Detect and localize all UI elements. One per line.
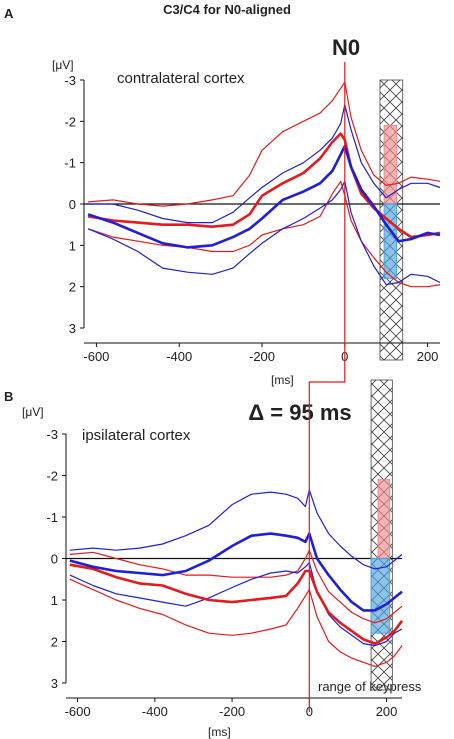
y-tick-label: 2: [69, 280, 76, 295]
x-tick-label: -400: [166, 349, 192, 364]
x-tick-label: 200: [376, 704, 398, 719]
n0-connector: [308, 62, 346, 712]
keypress-label: range of keypress: [318, 679, 422, 694]
delta-label: Δ = 95 ms: [248, 400, 351, 425]
x-tick-label: -600: [83, 349, 109, 364]
y-tick-label: -2: [46, 469, 58, 484]
x-tick-label: -200: [249, 349, 275, 364]
panel-b-ylabel: [μV]: [22, 405, 44, 419]
y-tick-label: -3: [46, 427, 58, 442]
blue-ci-line: [88, 104, 441, 224]
n0-label: N0: [332, 35, 360, 60]
panel-a-label: A: [4, 6, 14, 21]
red-mean-line: [87, 132, 441, 239]
ipsilateral-label: ipsilateral cortex: [82, 427, 191, 444]
x-tick-label: -400: [142, 704, 168, 719]
y-tick-label: 3: [51, 676, 58, 691]
y-tick-label: 2: [51, 635, 58, 650]
blue-bar: [370, 558, 391, 634]
contralateral-label: contralateral cortex: [117, 70, 245, 87]
blue-bar: [383, 203, 398, 279]
y-tick-label: -3: [64, 73, 76, 88]
blue-ci-line: [69, 562, 403, 647]
x-tick-label: 200: [417, 349, 439, 364]
red-ci-line: [69, 549, 403, 624]
x-tick-label: -600: [65, 704, 91, 719]
blue-mean-line: [69, 532, 403, 612]
red-ci-line: [69, 578, 403, 667]
panel-a-xlabel: [ms]: [271, 373, 294, 387]
panel-b-xlabel: [ms]: [208, 725, 231, 739]
blue-mean-line: [87, 144, 441, 249]
x-tick-label: -200: [219, 704, 245, 719]
red-bar: [377, 479, 391, 559]
y-tick-label: -2: [64, 114, 76, 129]
y-tick-label: 3: [69, 321, 76, 336]
red-ci-line: [88, 81, 441, 207]
n0-marker-line: [308, 62, 346, 712]
figure-title: C3/C4 for N0-aligned: [163, 2, 291, 17]
y-tick-label: -1: [64, 156, 76, 171]
blue-ci-line: [87, 180, 441, 286]
panel-a-ylabel: [μV]: [52, 58, 74, 72]
y-tick-label: -1: [46, 510, 58, 525]
y-tick-label: 1: [51, 593, 58, 608]
y-tick-label: 1: [69, 238, 76, 253]
red-mean-line: [69, 563, 404, 645]
blue-ci-line: [69, 489, 403, 570]
y-tick-label: 0: [69, 197, 76, 212]
y-tick-label: 0: [51, 552, 58, 567]
panel-b-label: B: [4, 389, 13, 404]
